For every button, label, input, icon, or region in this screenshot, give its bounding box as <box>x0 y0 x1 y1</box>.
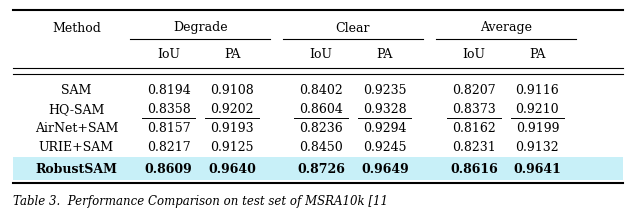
Text: Table 3.  Performance Comparison on test set of MSRA10k [11: Table 3. Performance Comparison on test … <box>13 195 388 208</box>
Text: Method: Method <box>52 22 100 34</box>
Text: Average: Average <box>480 22 532 34</box>
Text: 0.9641: 0.9641 <box>513 163 562 176</box>
Text: 0.9294: 0.9294 <box>363 122 406 135</box>
Text: 0.9245: 0.9245 <box>363 141 406 154</box>
Text: IoU: IoU <box>157 48 180 61</box>
Text: 0.9235: 0.9235 <box>363 84 406 97</box>
Text: PA: PA <box>377 48 393 61</box>
Text: AirNet+SAM: AirNet+SAM <box>34 122 118 135</box>
Text: 0.9649: 0.9649 <box>361 163 409 176</box>
Text: 0.9328: 0.9328 <box>363 103 406 116</box>
Text: HQ-SAM: HQ-SAM <box>48 103 104 116</box>
Text: IoU: IoU <box>310 48 333 61</box>
Text: 0.8217: 0.8217 <box>147 141 190 154</box>
Text: PA: PA <box>529 48 546 61</box>
Text: 0.9132: 0.9132 <box>516 141 559 154</box>
Text: 0.8402: 0.8402 <box>300 84 343 97</box>
Text: 0.9108: 0.9108 <box>211 84 254 97</box>
Text: 0.9202: 0.9202 <box>211 103 254 116</box>
Text: 0.8609: 0.8609 <box>144 163 193 176</box>
Text: 0.9199: 0.9199 <box>516 122 559 135</box>
Text: RobustSAM: RobustSAM <box>36 163 117 176</box>
Text: 0.8231: 0.8231 <box>452 141 495 154</box>
Text: 0.8373: 0.8373 <box>452 103 495 116</box>
Text: 0.8616: 0.8616 <box>450 163 498 176</box>
FancyBboxPatch shape <box>13 157 623 180</box>
Text: 0.8726: 0.8726 <box>297 163 345 176</box>
Text: 0.8450: 0.8450 <box>300 141 343 154</box>
Text: 0.8207: 0.8207 <box>452 84 495 97</box>
Text: 0.8358: 0.8358 <box>147 103 190 116</box>
Text: Clear: Clear <box>336 22 370 34</box>
Text: 0.8157: 0.8157 <box>147 122 190 135</box>
Text: 0.9640: 0.9640 <box>208 163 256 176</box>
Text: 0.9210: 0.9210 <box>516 103 559 116</box>
Text: PA: PA <box>224 48 240 61</box>
Text: 0.8604: 0.8604 <box>300 103 343 116</box>
Text: 0.9125: 0.9125 <box>211 141 254 154</box>
Text: URIE+SAM: URIE+SAM <box>39 141 114 154</box>
Text: IoU: IoU <box>462 48 485 61</box>
Text: SAM: SAM <box>61 84 92 97</box>
Text: 0.8236: 0.8236 <box>300 122 343 135</box>
Text: Degrade: Degrade <box>173 22 228 34</box>
Text: 0.8162: 0.8162 <box>452 122 495 135</box>
Text: 0.9193: 0.9193 <box>211 122 254 135</box>
Text: 0.8194: 0.8194 <box>147 84 190 97</box>
Text: 0.9116: 0.9116 <box>516 84 559 97</box>
